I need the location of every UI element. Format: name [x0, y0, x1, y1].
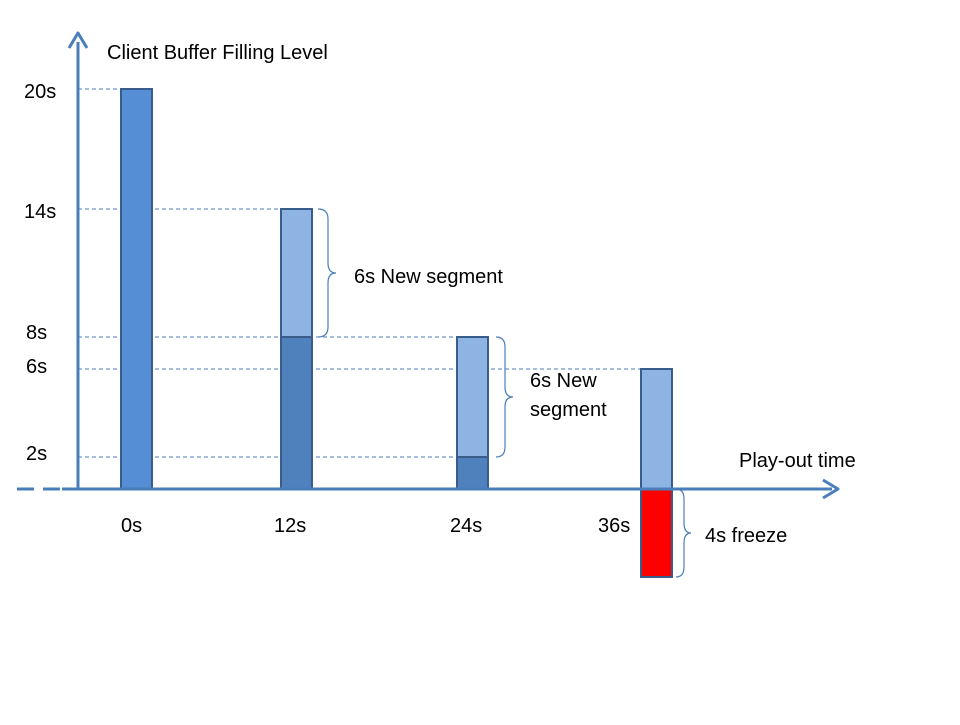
axes: [17, 31, 840, 500]
annotation-new-segment-1: 6s New segment: [354, 266, 503, 288]
y-tick-label: 20s: [24, 81, 56, 103]
annotation-new-segment-2-line1: 6s New: [530, 370, 597, 392]
y-tick-label: 2s: [26, 443, 47, 465]
annotation-freeze: 4s freeze: [705, 525, 787, 547]
x-tick-label: 36s: [598, 515, 630, 537]
y-tick-label: 6s: [26, 356, 47, 378]
brace-new-segment-1: [317, 208, 337, 338]
bar-12s-new-segment: [280, 208, 313, 338]
y-axis-title: Client Buffer Filling Level: [107, 42, 328, 64]
y-axis-arrowhead: [67, 31, 89, 49]
x-axis-title: Play-out time: [739, 450, 856, 472]
bar-36s-new-segment: [640, 368, 673, 490]
brace-new-segment-2: [495, 336, 514, 458]
brace-freeze: [675, 488, 692, 578]
y-tick-label: 8s: [26, 322, 47, 344]
bar-0s: [120, 88, 153, 490]
buffer-bars: [120, 88, 673, 578]
y-tick-label: 14s: [24, 201, 56, 223]
x-tick-label: 12s: [274, 515, 306, 537]
x-axis-arrowhead: [822, 478, 840, 500]
x-tick-label: 0s: [121, 515, 142, 537]
x-tick-label: 24s: [450, 515, 482, 537]
braces: [317, 208, 692, 578]
bar-24s-new-segment: [456, 336, 489, 458]
bar-12s-remaining: [280, 336, 313, 490]
annotation-new-segment-2-line2: segment: [530, 399, 607, 421]
bar-36s-freeze: [640, 488, 673, 578]
bar-24s-remaining: [456, 456, 489, 490]
